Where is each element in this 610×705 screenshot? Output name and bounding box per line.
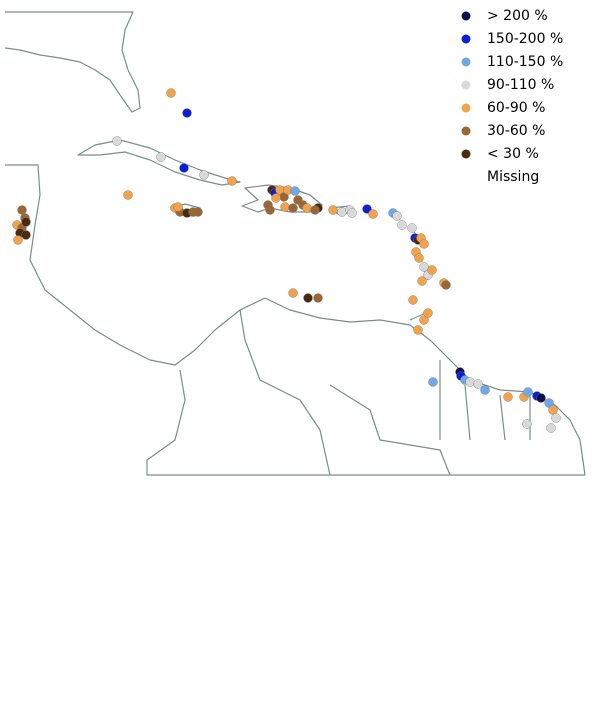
site-point [544,398,554,408]
site-point [302,203,312,213]
site-point [182,108,192,118]
site-point [112,136,122,146]
site-point [290,186,300,196]
legend-label: Missing [487,169,539,185]
site-point [522,419,532,429]
site-point [193,207,203,217]
site-point [546,423,556,433]
site-point [548,405,558,415]
site-point [199,170,209,180]
points [12,88,561,433]
site-point [310,205,320,215]
site-point [536,393,546,403]
site-point [413,325,423,335]
site-point [179,163,189,173]
site-point [419,315,429,325]
legend-swatch [461,149,471,159]
legend-swatch [461,57,471,67]
site-point [407,223,417,233]
south-america-coast [146,297,586,476]
site-point [265,205,275,215]
site-point [419,239,429,249]
site-point [123,190,133,200]
site-point [428,377,438,387]
legend-label: < 30 % [487,146,539,162]
site-point [480,385,490,395]
site-point [288,288,298,298]
site-point [271,193,281,203]
site-point [166,88,176,98]
site-point [173,202,183,212]
site-point [465,377,475,387]
site-point [427,265,437,275]
site-point [13,235,23,245]
legend-swatch [461,126,471,136]
legend-swatch [461,11,471,21]
site-point [347,208,357,218]
site-point [17,205,27,215]
site-point [441,280,451,290]
site-point [156,152,166,162]
site-point [551,413,561,423]
site-point [408,295,418,305]
site-point [280,202,290,212]
site-point [368,209,378,219]
borders [239,309,531,476]
site-point [328,205,338,215]
site-point [337,207,347,217]
legend: > 200 % 150-200 % 110-150 % 90-110 % 60-90 %… [461,8,563,185]
site-point [21,217,31,227]
legend-label: 60-90 % [487,100,545,116]
legend-swatch [461,34,471,44]
site-point [419,262,429,272]
site-point [414,253,424,263]
site-point [417,276,427,286]
legend-label: 150-200 % [487,31,563,47]
site-point [473,379,483,389]
legend-label: > 200 % [487,8,548,24]
site-point [288,203,298,213]
site-point [227,176,237,186]
site-point [397,220,407,230]
site-point [503,392,513,402]
site-point [423,308,433,318]
legend-label: 110-150 % [487,54,563,70]
site-point [21,230,31,240]
legend-label: 30-60 % [487,123,545,139]
north-america [4,11,141,113]
site-point [392,211,402,221]
site-point [523,387,533,397]
legend-label: 90-110 % [487,77,554,93]
legend-swatch [461,80,471,90]
central-america [5,164,266,366]
cuba [77,139,241,186]
legend-swatch [461,103,471,113]
site-point [303,293,313,303]
site-point [313,293,323,303]
